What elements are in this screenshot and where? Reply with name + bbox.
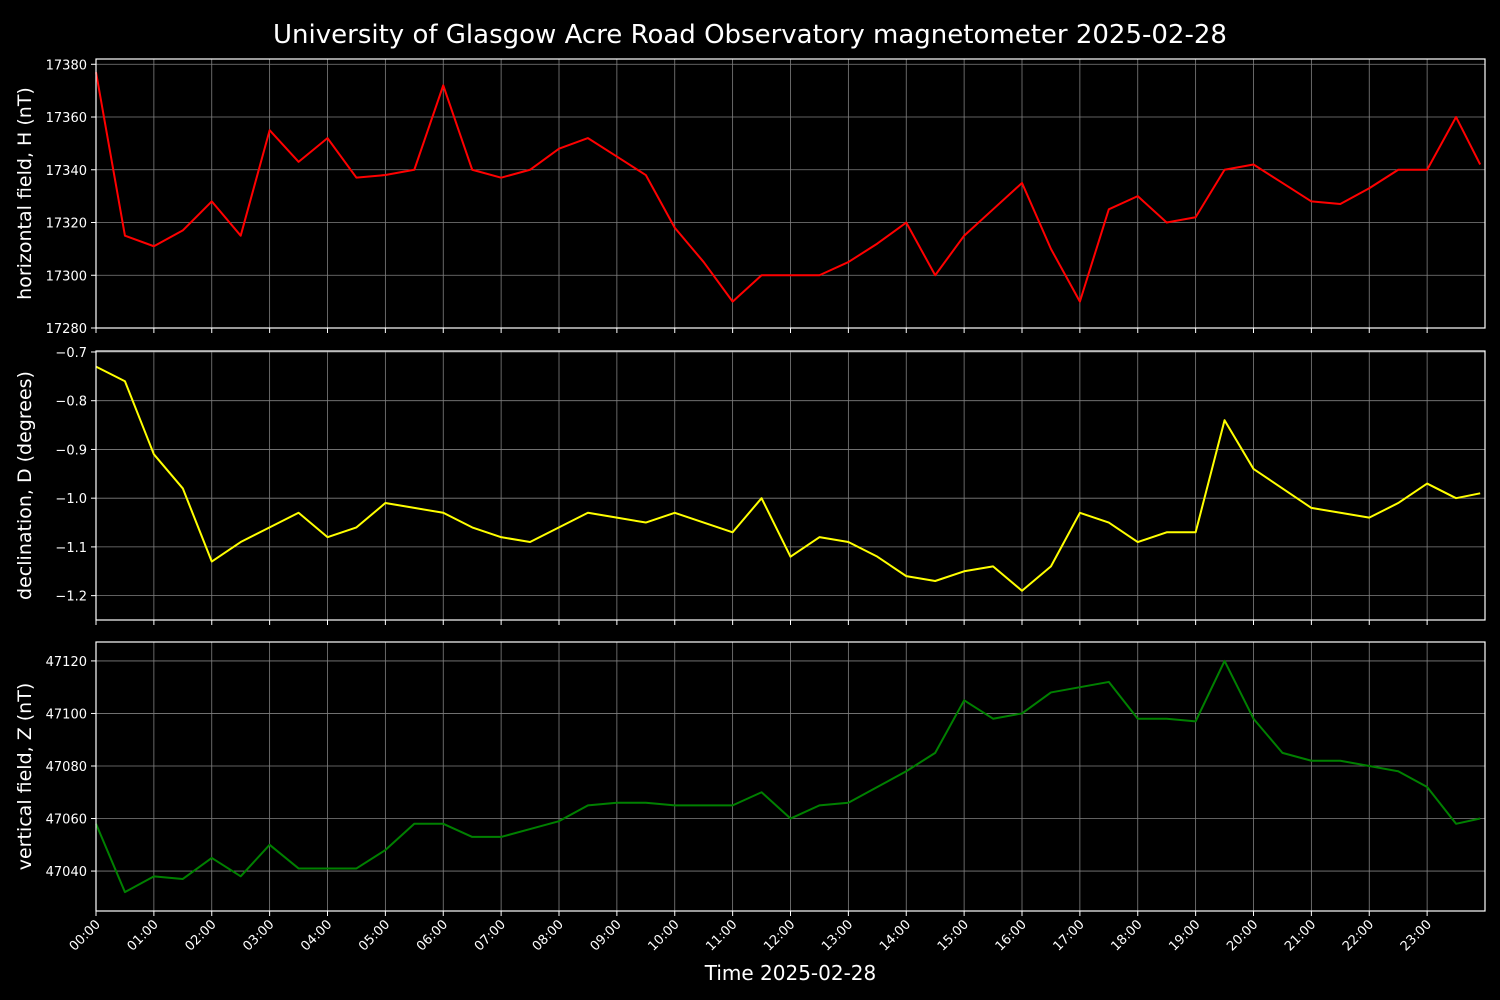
y-tick-label: 17320 [46, 217, 87, 232]
plot-frame [95, 58, 1486, 329]
y-tick-label: 17300 [46, 269, 87, 284]
chart-title: University of Glasgow Acre Road Observat… [273, 20, 1227, 50]
plot-frame [95, 350, 1486, 621]
y-tick-label: 17380 [46, 58, 87, 73]
y-tick-label: 47040 [46, 865, 87, 880]
data-line [95, 72, 1482, 303]
y-tick-label: 17340 [46, 164, 87, 179]
y-axis-label: horizontal field, H (nT) [14, 87, 36, 300]
x-axis-label: Time 2025-02-28 [704, 961, 877, 985]
y-tick-label: −0.9 [55, 443, 87, 458]
y-tick-label: −1.0 [55, 492, 87, 507]
y-tick-label: 47100 [46, 707, 87, 722]
y-tick-label: 17280 [46, 322, 87, 337]
y-tick-label: −0.8 [55, 395, 87, 410]
y-tick-label: −0.7 [55, 346, 87, 361]
y-tick-label: 47080 [46, 760, 87, 775]
y-axis-label: declination, D (degrees) [14, 371, 36, 600]
y-tick-label: −1.1 [55, 541, 87, 556]
data-line [95, 365, 1481, 592]
y-tick-label: 47120 [46, 655, 87, 670]
y-axis-label: vertical field, Z (nT) [14, 683, 36, 871]
y-tick-label: 47060 [46, 813, 87, 828]
data-line [95, 659, 1481, 894]
plot-frame [95, 641, 1486, 912]
y-tick-label: −1.2 [55, 590, 87, 605]
y-tick-label: 17360 [46, 111, 87, 126]
